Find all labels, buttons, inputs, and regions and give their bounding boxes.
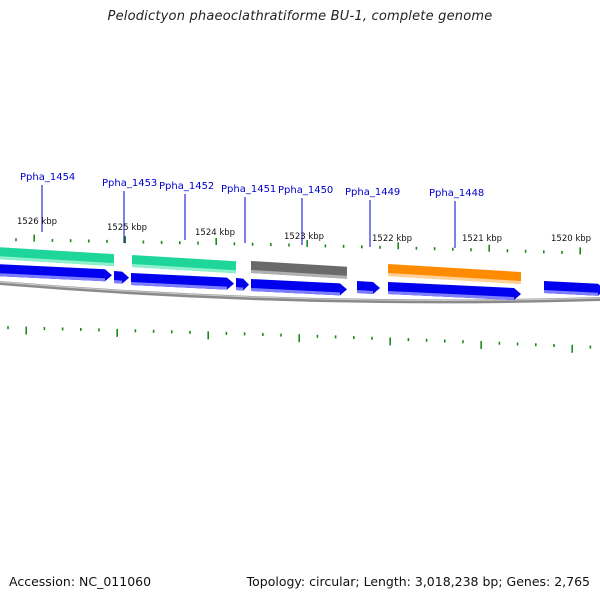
gene-block-highlight [251, 270, 347, 279]
scale-label: 1521 kbp [462, 234, 502, 244]
cds-arrow-highlight [131, 282, 227, 290]
gene-label[interactable]: Ppha_1448 [429, 188, 484, 199]
cds-arrow-highlight [388, 291, 514, 300]
gene-label[interactable]: Ppha_1453 [102, 178, 157, 189]
cds-track [0, 264, 600, 300]
gene-block-highlight [132, 264, 236, 274]
genome-summary-text: Topology: circular; Length: 3,018,238 bp… [246, 574, 590, 589]
cds-arrow-highlight [236, 287, 244, 291]
scale-label: 1524 kbp [195, 228, 235, 238]
cds-arrow-highlight [357, 290, 373, 295]
scale-label: 1523 kbp [284, 232, 324, 242]
cds-arrow-highlight [114, 280, 123, 284]
scale-label: 1525 kbp [107, 223, 147, 233]
scale-label: 1522 kbp [372, 234, 412, 244]
cds-arrow-highlight [544, 290, 598, 296]
gene-label[interactable]: Ppha_1452 [159, 181, 214, 192]
outer-scale-ticks [15, 234, 582, 255]
cds-arrow-highlight [0, 273, 105, 282]
accession-text: Accession: NC_011060 [9, 574, 152, 589]
gene-label[interactable]: Ppha_1449 [345, 187, 400, 198]
gene-block-highlight [0, 256, 114, 267]
gene-label[interactable]: Ppha_1454 [20, 172, 75, 183]
gene-track [0, 247, 521, 284]
cds-arrow-highlight [251, 288, 340, 296]
genome-title: Pelodictyon phaeoclathratiforme BU-1, co… [107, 9, 493, 24]
gene-label[interactable]: Ppha_1451 [221, 184, 276, 195]
scale-label: 1520 kbp [551, 234, 591, 244]
genome-backbone [0, 281, 600, 304]
label-connectors [41, 185, 456, 248]
inner-scale-ticks [7, 326, 592, 353]
gene-block-highlight [388, 273, 521, 284]
gene-label[interactable]: Ppha_1450 [278, 185, 333, 196]
scale-labels: 1526 kbp 1525 kbp 1524 kbp 1523 kbp 1522 kbp… [17, 217, 591, 244]
scale-label: 1526 kbp [17, 217, 57, 227]
